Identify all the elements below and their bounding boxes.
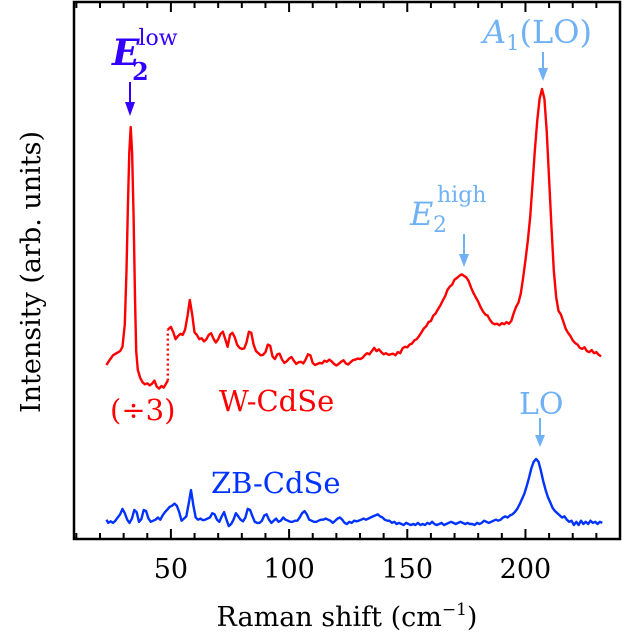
x-axis-title-sup: −1 — [442, 600, 467, 620]
x-tick-label: 50 — [154, 554, 188, 585]
e2-low-label: Elow — [111, 26, 178, 74]
x-axis-title: Raman shift (cm−1) — [217, 600, 478, 633]
a1-lo-label: A1(LO) — [480, 13, 592, 55]
x-axis-title-close: ) — [467, 602, 478, 633]
lo-label: LO — [519, 387, 564, 422]
w-cdse-label: W-CdSe — [219, 384, 334, 418]
x-tick-label: 200 — [500, 554, 552, 585]
zb-cdse-label: ZB-CdSe — [211, 466, 341, 500]
plot-frame — [72, 0, 622, 541]
w-cdse-line-scaled — [105, 125, 169, 390]
a1-lo-base: A — [480, 13, 506, 51]
a1-lo-annotation: A1(LO) — [480, 13, 592, 81]
a1-lo-rest: (LO) — [519, 13, 591, 51]
lo-annotation: LO — [519, 387, 564, 447]
e2-low-annotation: Elow 2 — [111, 26, 178, 116]
e2-low-base: E — [111, 32, 140, 74]
scale-note-label: (÷3) — [110, 393, 175, 427]
e2-high-sub: 2 — [433, 213, 447, 238]
e2-low-arrowhead — [125, 102, 135, 116]
y-axis-title: Intensity (arb. units) — [16, 131, 47, 413]
e2-high-sup: high — [437, 183, 486, 208]
e2-high-arrowhead — [459, 254, 469, 267]
zb-cdse-line — [105, 457, 603, 528]
lo-arrowhead — [535, 435, 545, 447]
e2-high-label: E — [409, 195, 433, 233]
x-tick-label: 100 — [263, 554, 315, 585]
x-axis-title-main: Raman shift (cm — [217, 602, 442, 633]
w-cdse-line — [167, 87, 602, 367]
e2-low-sup: low — [138, 26, 177, 51]
x-tick-label: 150 — [381, 554, 433, 585]
e2-high-annotation: E high 2 — [409, 183, 486, 267]
e2-low-sub: 2 — [132, 57, 149, 86]
a1-lo-arrowhead — [538, 68, 548, 81]
a1-lo-sub: 1 — [506, 31, 519, 55]
